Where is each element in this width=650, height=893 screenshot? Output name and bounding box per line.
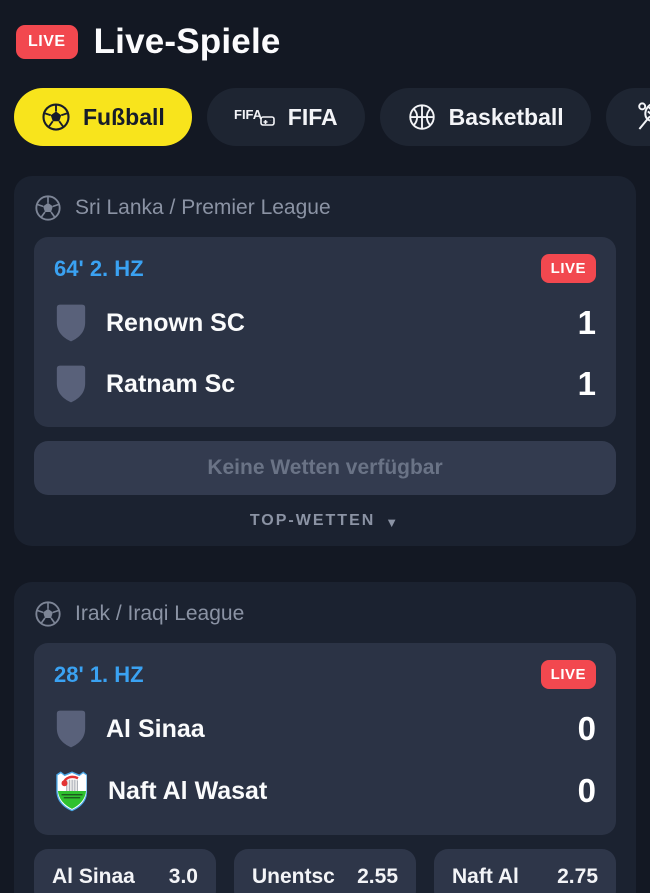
team-name: Ratnam Sc [106,369,236,398]
page-title: Live-Spiele [93,22,281,61]
shield-placeholder-icon [54,363,88,405]
team-row: Naft Al Wasat 0 [54,769,596,813]
league-header: Sri Lanka / Premier League [34,194,616,222]
league-name: Sri Lanka / Premier League [75,196,331,219]
no-bets-available-button[interactable]: Keine Wetten verfügbar [34,441,616,495]
svg-text:FIFA: FIFA [234,107,263,122]
tab-basketball[interactable]: Basketball [379,88,591,146]
odds-button-draw[interactable]: Unentsc 2.55 [234,849,416,893]
team-row: Al Sinaa 0 [54,708,596,750]
tab-fifa[interactable]: FIFA FIFA [206,88,365,146]
tab-label: Basketball [448,103,564,130]
league-name: Irak / Iraqi League [75,602,245,625]
team-score: 0 [577,710,596,747]
basketball-icon [407,102,437,132]
shield-placeholder-icon [54,302,88,344]
odds-label: Al Sinaa [52,865,135,888]
league-header: Irak / Iraqi League [34,600,616,628]
team-name: Renown SC [106,308,245,337]
match-card-irak: Irak / Iraqi League 28' 1. HZ LIVE Al Si… [14,582,636,893]
team-row: Ratnam Sc 1 [54,363,596,405]
match-card-sri-lanka: Sri Lanka / Premier League 64' 2. HZ LIV… [14,176,636,546]
live-badge: LIVE [16,25,78,59]
top-bets-label: TOP-WETTEN [249,512,376,529]
team-score: 0 [577,772,596,809]
team-score: 1 [577,365,596,402]
top-bets-toggle[interactable]: TOP-WETTEN ▼ [34,512,616,530]
team-name: Naft Al Wasat [108,776,268,805]
tennis-icon [633,100,650,134]
odds-label: Unentsc [252,865,335,888]
odds-value: 2.75 [557,865,598,888]
shield-placeholder-icon [54,708,88,750]
soccer-icon [34,194,62,222]
match-clock: 64' 2. HZ [54,255,144,281]
odds-button-home[interactable]: Al Sinaa 3.0 [34,849,216,893]
match-clock: 28' 1. HZ [54,661,144,687]
fifa-icon: FIFA [234,104,276,130]
team-score: 1 [577,304,596,341]
odds-value: 2.55 [357,865,398,888]
tab-tennis[interactable] [605,88,650,146]
sport-tabs: Fußball FIFA FIFA Basketball [0,88,650,146]
odds-button-away[interactable]: Naft Al 2.75 [434,849,616,893]
odds-value: 3.0 [168,865,198,888]
live-badge: LIVE [540,660,596,689]
team-row: Renown SC 1 [54,302,596,344]
page-header: LIVE Live-Spiele [0,0,650,62]
live-badge: LIVE [540,254,596,283]
soccer-icon [34,600,62,628]
odds-label: Naft Al [452,865,519,888]
odds-row: Al Sinaa 3.0 Unentsc 2.55 Naft Al 2.75 [34,849,616,893]
tab-label: Fußball [83,103,165,130]
match-panel[interactable]: 28' 1. HZ LIVE Al Sinaa 0 [34,643,616,835]
naft-al-wasat-crest-icon [54,769,90,813]
tab-label: FIFA [287,103,338,130]
team-name: Al Sinaa [106,714,205,743]
tab-fussball[interactable]: Fußball [14,88,192,146]
match-panel[interactable]: 64' 2. HZ LIVE Renown SC 1 Ratnam Sc 1 [34,237,616,427]
soccer-icon [41,102,71,132]
chevron-down-icon: ▼ [385,514,401,530]
